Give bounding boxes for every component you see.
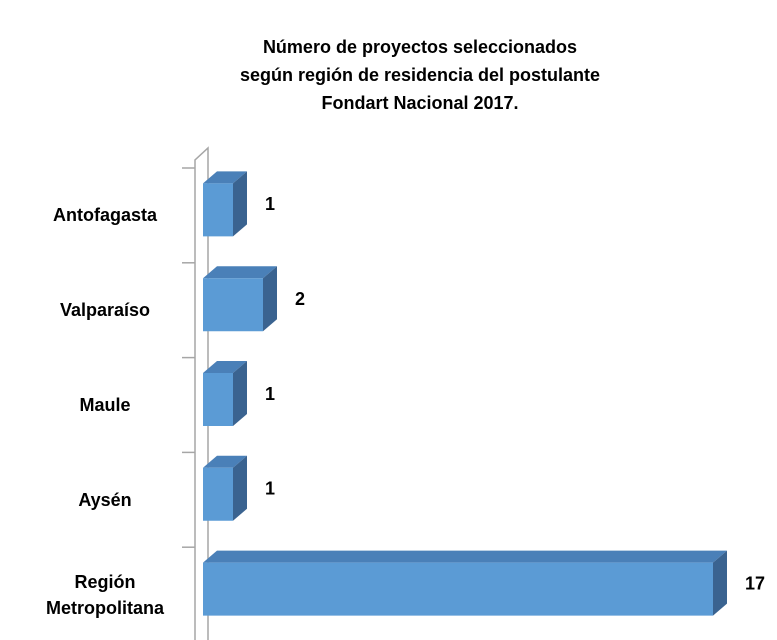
bar-top <box>203 171 247 184</box>
chart-title: según región de residencia del postulant… <box>240 65 600 85</box>
chart-title: Fondart Nacional 2017. <box>321 93 518 113</box>
bar <box>203 171 247 237</box>
y-tick-label: Antofagasta <box>52 205 157 226</box>
bar <box>203 361 247 426</box>
bar <box>203 455 247 521</box>
bar-front <box>203 467 233 521</box>
value-label: 1 <box>265 194 275 214</box>
bar-side <box>263 266 277 332</box>
bar <box>203 550 727 616</box>
bar <box>203 266 277 332</box>
bar-front <box>203 373 233 426</box>
y-tick-label: Región Metropolitana <box>45 571 164 618</box>
bar-front <box>203 562 713 616</box>
chart-title: Número de proyectos seleccionados <box>263 37 577 57</box>
bar-side <box>233 171 247 237</box>
y-tick-label: Valparaíso <box>59 300 151 321</box>
value-label: 1 <box>265 384 275 404</box>
bar-top <box>203 361 247 373</box>
value-label: 1 <box>265 479 275 499</box>
bar-front <box>203 278 263 332</box>
bar-top <box>203 455 247 468</box>
bar-side <box>713 550 727 616</box>
bar-front <box>203 183 233 237</box>
bar-top <box>203 550 727 563</box>
bar-side <box>233 361 247 426</box>
value-label: 17 <box>745 573 765 593</box>
bar-top <box>203 266 277 279</box>
y-tick-label: Maule <box>79 395 131 415</box>
y-tick-label: Aysén <box>78 489 132 510</box>
bar-side <box>233 455 247 521</box>
value-label: 2 <box>295 289 305 309</box>
